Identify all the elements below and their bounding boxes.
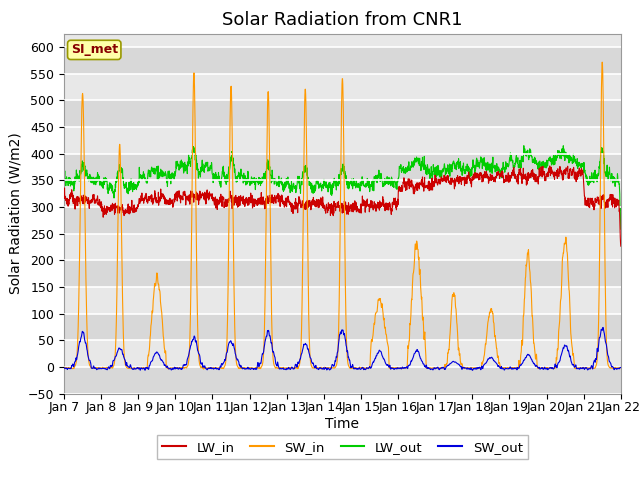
Bar [64,234,621,260]
SW_out [504,366,512,372]
LW_out [216,179,223,185]
SW_in [568,342,575,348]
Line: SW_in: SW_in [64,62,621,369]
SW_out [60,365,68,371]
LW_in [584,202,591,207]
SW_out [599,324,607,330]
SW_in [359,365,367,371]
Bar [64,154,621,180]
Bar [64,367,621,394]
SW_in [598,59,606,65]
LW_out [504,163,512,168]
LW_out [60,176,68,182]
LW_in [568,172,575,178]
LW_out [371,177,378,182]
LW_in [216,201,223,207]
Line: LW_in: LW_in [64,166,621,246]
X-axis label: Time: Time [325,417,360,431]
Line: SW_out: SW_out [64,327,621,370]
LW_out [568,156,575,161]
SW_out [468,367,476,373]
LW_in [504,170,512,176]
Bar [64,207,621,234]
LW_in [617,243,625,249]
SW_in [617,365,625,371]
LW_in [358,193,366,199]
LW_in [546,163,554,169]
SW_out [617,365,625,371]
SW_in [371,320,379,325]
SW_in [60,364,68,370]
SW_in [318,366,326,372]
LW_out [358,175,366,181]
SW_in [504,365,512,371]
SW_in [216,365,223,371]
Bar [64,340,621,367]
SW_in [584,365,591,371]
Bar [64,73,621,100]
SW_out [358,365,366,371]
Legend: LW_in, SW_in, LW_out, SW_out: LW_in, SW_in, LW_out, SW_out [157,435,528,459]
LW_out [617,227,625,232]
SW_out [371,357,378,363]
LW_out [520,143,527,149]
SW_out [216,367,223,372]
Line: LW_out: LW_out [64,146,621,229]
Bar [64,127,621,154]
Bar [64,287,621,313]
LW_in [371,204,378,210]
Bar [64,260,621,287]
LW_in [60,195,68,201]
Title: Solar Radiation from CNR1: Solar Radiation from CNR1 [222,11,463,29]
Bar [64,313,621,340]
LW_out [584,175,591,181]
SW_out [568,360,575,366]
Text: SI_met: SI_met [70,43,118,56]
Bar [64,180,621,207]
SW_out [584,367,591,372]
Bar [64,100,621,127]
Bar [64,47,621,73]
Y-axis label: Solar Radiation (W/m2): Solar Radiation (W/m2) [8,133,22,294]
